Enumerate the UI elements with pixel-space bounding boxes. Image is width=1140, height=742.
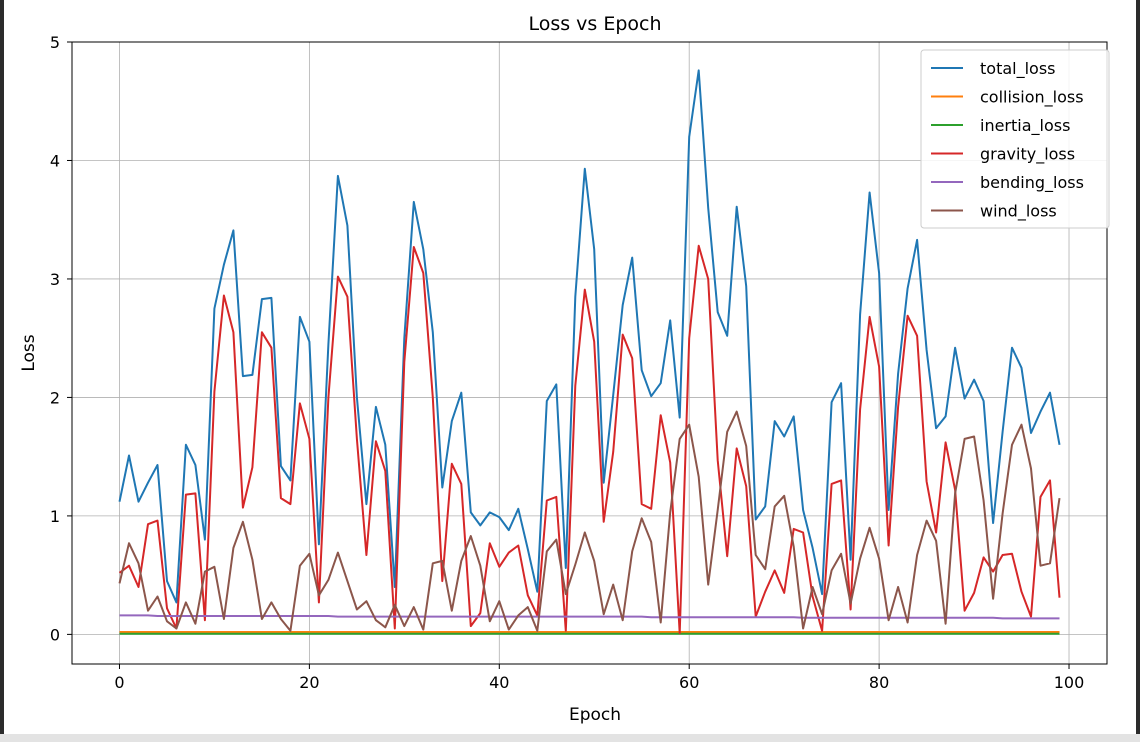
y-tick-label: 5 <box>50 33 60 52</box>
x-tick-label: 20 <box>299 673 319 692</box>
x-axis-label: Epoch <box>569 705 621 725</box>
x-axis: 0 20 40 60 80 100 <box>114 664 1084 692</box>
legend-label-collision-loss: collision_loss <box>980 88 1084 108</box>
y-tick-label: 2 <box>50 388 60 407</box>
legend-box <box>920 49 1110 229</box>
y-axis: 0 1 2 3 4 5 <box>50 33 72 644</box>
legend-label-inertia-loss: inertia_loss <box>980 116 1070 136</box>
legend-label-wind-loss: wind_loss <box>980 202 1057 222</box>
series-line-bending-loss <box>119 614 1060 620</box>
x-tick-label: 40 <box>489 673 509 692</box>
series-line-gravity-loss <box>118 244 1061 635</box>
legend-label-total-loss: total_loss <box>980 59 1056 79</box>
plot-area-frame <box>71 41 1108 665</box>
x-tick-label: 100 <box>1054 673 1085 692</box>
series-lines <box>118 69 1061 635</box>
bottom-scroll-strip <box>0 734 1140 742</box>
y-tick-label: 3 <box>50 270 60 289</box>
x-tick-label: 80 <box>869 673 889 692</box>
series-line-total-loss <box>118 69 1061 604</box>
chart-title: Loss vs Epoch <box>528 13 661 35</box>
x-tick-label: 0 <box>114 673 124 692</box>
legend-label-gravity-loss: gravity_loss <box>980 145 1075 165</box>
y-tick-label: 1 <box>50 507 60 526</box>
legend: total_loss collision_loss inertia_lossgrav… <box>920 49 1110 229</box>
y-axis-label: Loss <box>19 334 39 371</box>
y-tick-label: 0 <box>50 625 60 644</box>
x-tick-label: 60 <box>679 673 699 692</box>
y-tick-label: 4 <box>50 151 60 170</box>
series-line-wind-loss <box>118 410 1061 632</box>
legend-label-bending-loss: bending_loss <box>980 173 1084 193</box>
